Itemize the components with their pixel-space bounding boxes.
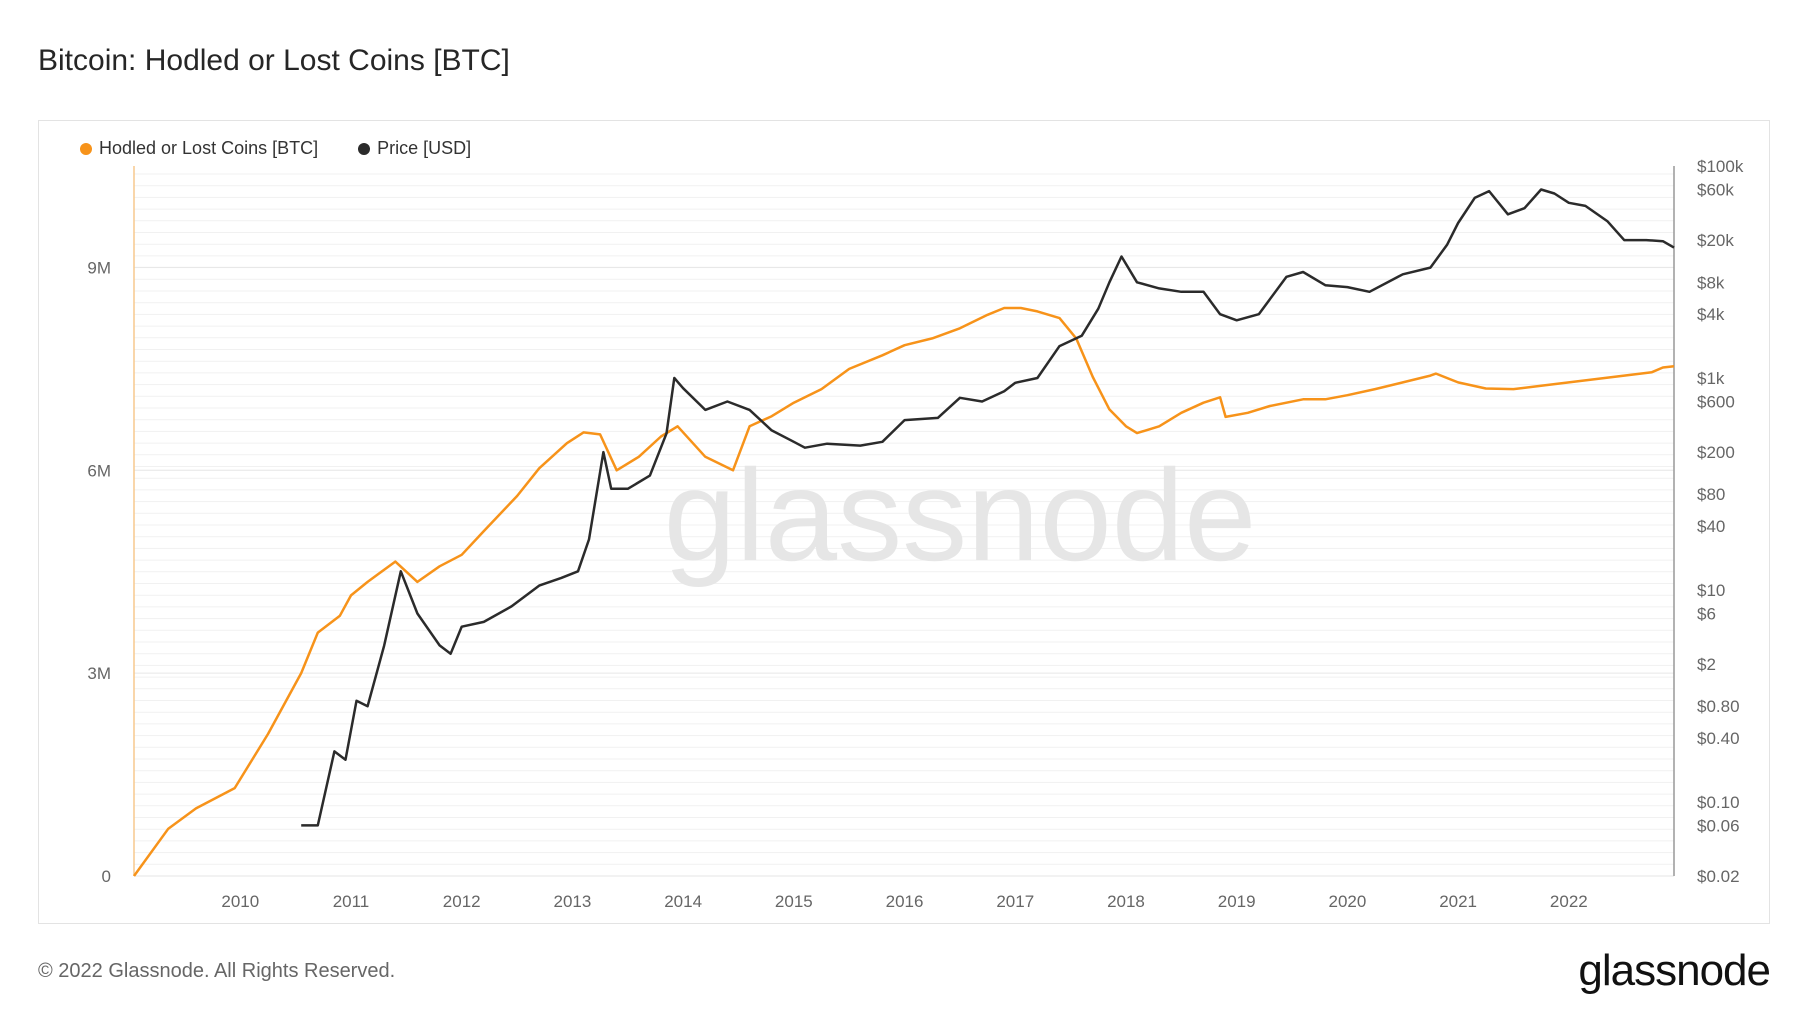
- x-tick-label: 2015: [775, 892, 813, 911]
- x-tick-label: 2012: [443, 892, 481, 911]
- x-tick-label: 2022: [1550, 892, 1588, 911]
- x-tick-label: 2020: [1328, 892, 1366, 911]
- y-right-tick-label: $2: [1697, 655, 1716, 674]
- x-tick-label: 2014: [664, 892, 702, 911]
- y-right-tick-label: $0.80: [1697, 697, 1740, 716]
- x-tick-label: 2011: [333, 892, 370, 911]
- y-left-tick-label: 0: [102, 867, 111, 886]
- y-right-tick-label: $60k: [1697, 181, 1734, 200]
- chart-panel: [38, 120, 1770, 924]
- y-right-tick-label: $100k: [1697, 157, 1744, 176]
- y-right-tick-label: $0.10: [1697, 793, 1740, 812]
- y-right-tick-label: $4k: [1697, 305, 1725, 324]
- x-tick-label: 2016: [886, 892, 924, 911]
- y-right-tick-label: $40: [1697, 517, 1725, 536]
- legend-item-hodl[interactable]: Hodled or Lost Coins [BTC]: [80, 138, 318, 159]
- watermark-text: glassnode: [664, 442, 1257, 588]
- x-tick-label: 2018: [1107, 892, 1145, 911]
- legend-price-dot: [358, 142, 371, 155]
- chart-title: Bitcoin: Hodled or Lost Coins [BTC]: [38, 44, 510, 77]
- legend-hodl-dot: [80, 142, 92, 155]
- y-right-tick-label: $1k: [1697, 369, 1725, 388]
- x-tick-label: 2017: [996, 892, 1034, 911]
- y-right-tick-label: $0.06: [1697, 816, 1740, 835]
- legend-item-price[interactable]: Price [USD]: [358, 138, 471, 159]
- y-right-tick-label: $200: [1697, 443, 1735, 462]
- x-tick-label: 2021: [1439, 892, 1477, 911]
- chart-legend: Hodled or Lost Coins [BTC] Price [USD]: [80, 138, 471, 159]
- series-line-hodl: [132, 306, 1675, 877]
- series-line-price: [301, 188, 1675, 827]
- x-tick-label: 2013: [554, 892, 592, 911]
- y-left-tick-label: 3M: [87, 664, 111, 683]
- y-right-tick-label: $10: [1697, 581, 1725, 600]
- y-right-tick-label: $20k: [1697, 231, 1734, 250]
- y-left-tick-label: 6M: [87, 461, 111, 480]
- copyright-text: © 2022 Glassnode. All Rights Reserved.: [38, 960, 396, 982]
- y-right-tick-label: $0.02: [1697, 867, 1740, 886]
- y-right-tick-label: $6: [1697, 604, 1716, 623]
- y-right-tick-label: $8k: [1697, 273, 1725, 292]
- legend-hodl-label: Hodled or Lost Coins [BTC]: [99, 138, 319, 158]
- y-right-tick-label: $600: [1697, 392, 1735, 411]
- y-left-tick-label: 9M: [87, 258, 111, 277]
- x-tick-label: 2019: [1218, 892, 1256, 911]
- x-tick-label: 2010: [221, 892, 259, 911]
- y-right-tick-label: $80: [1697, 485, 1725, 504]
- y-right-tick-label: $0.40: [1697, 729, 1740, 748]
- glassnode-logo: glassnode: [1578, 946, 1771, 995]
- legend-price-label: Price [USD]: [377, 138, 472, 158]
